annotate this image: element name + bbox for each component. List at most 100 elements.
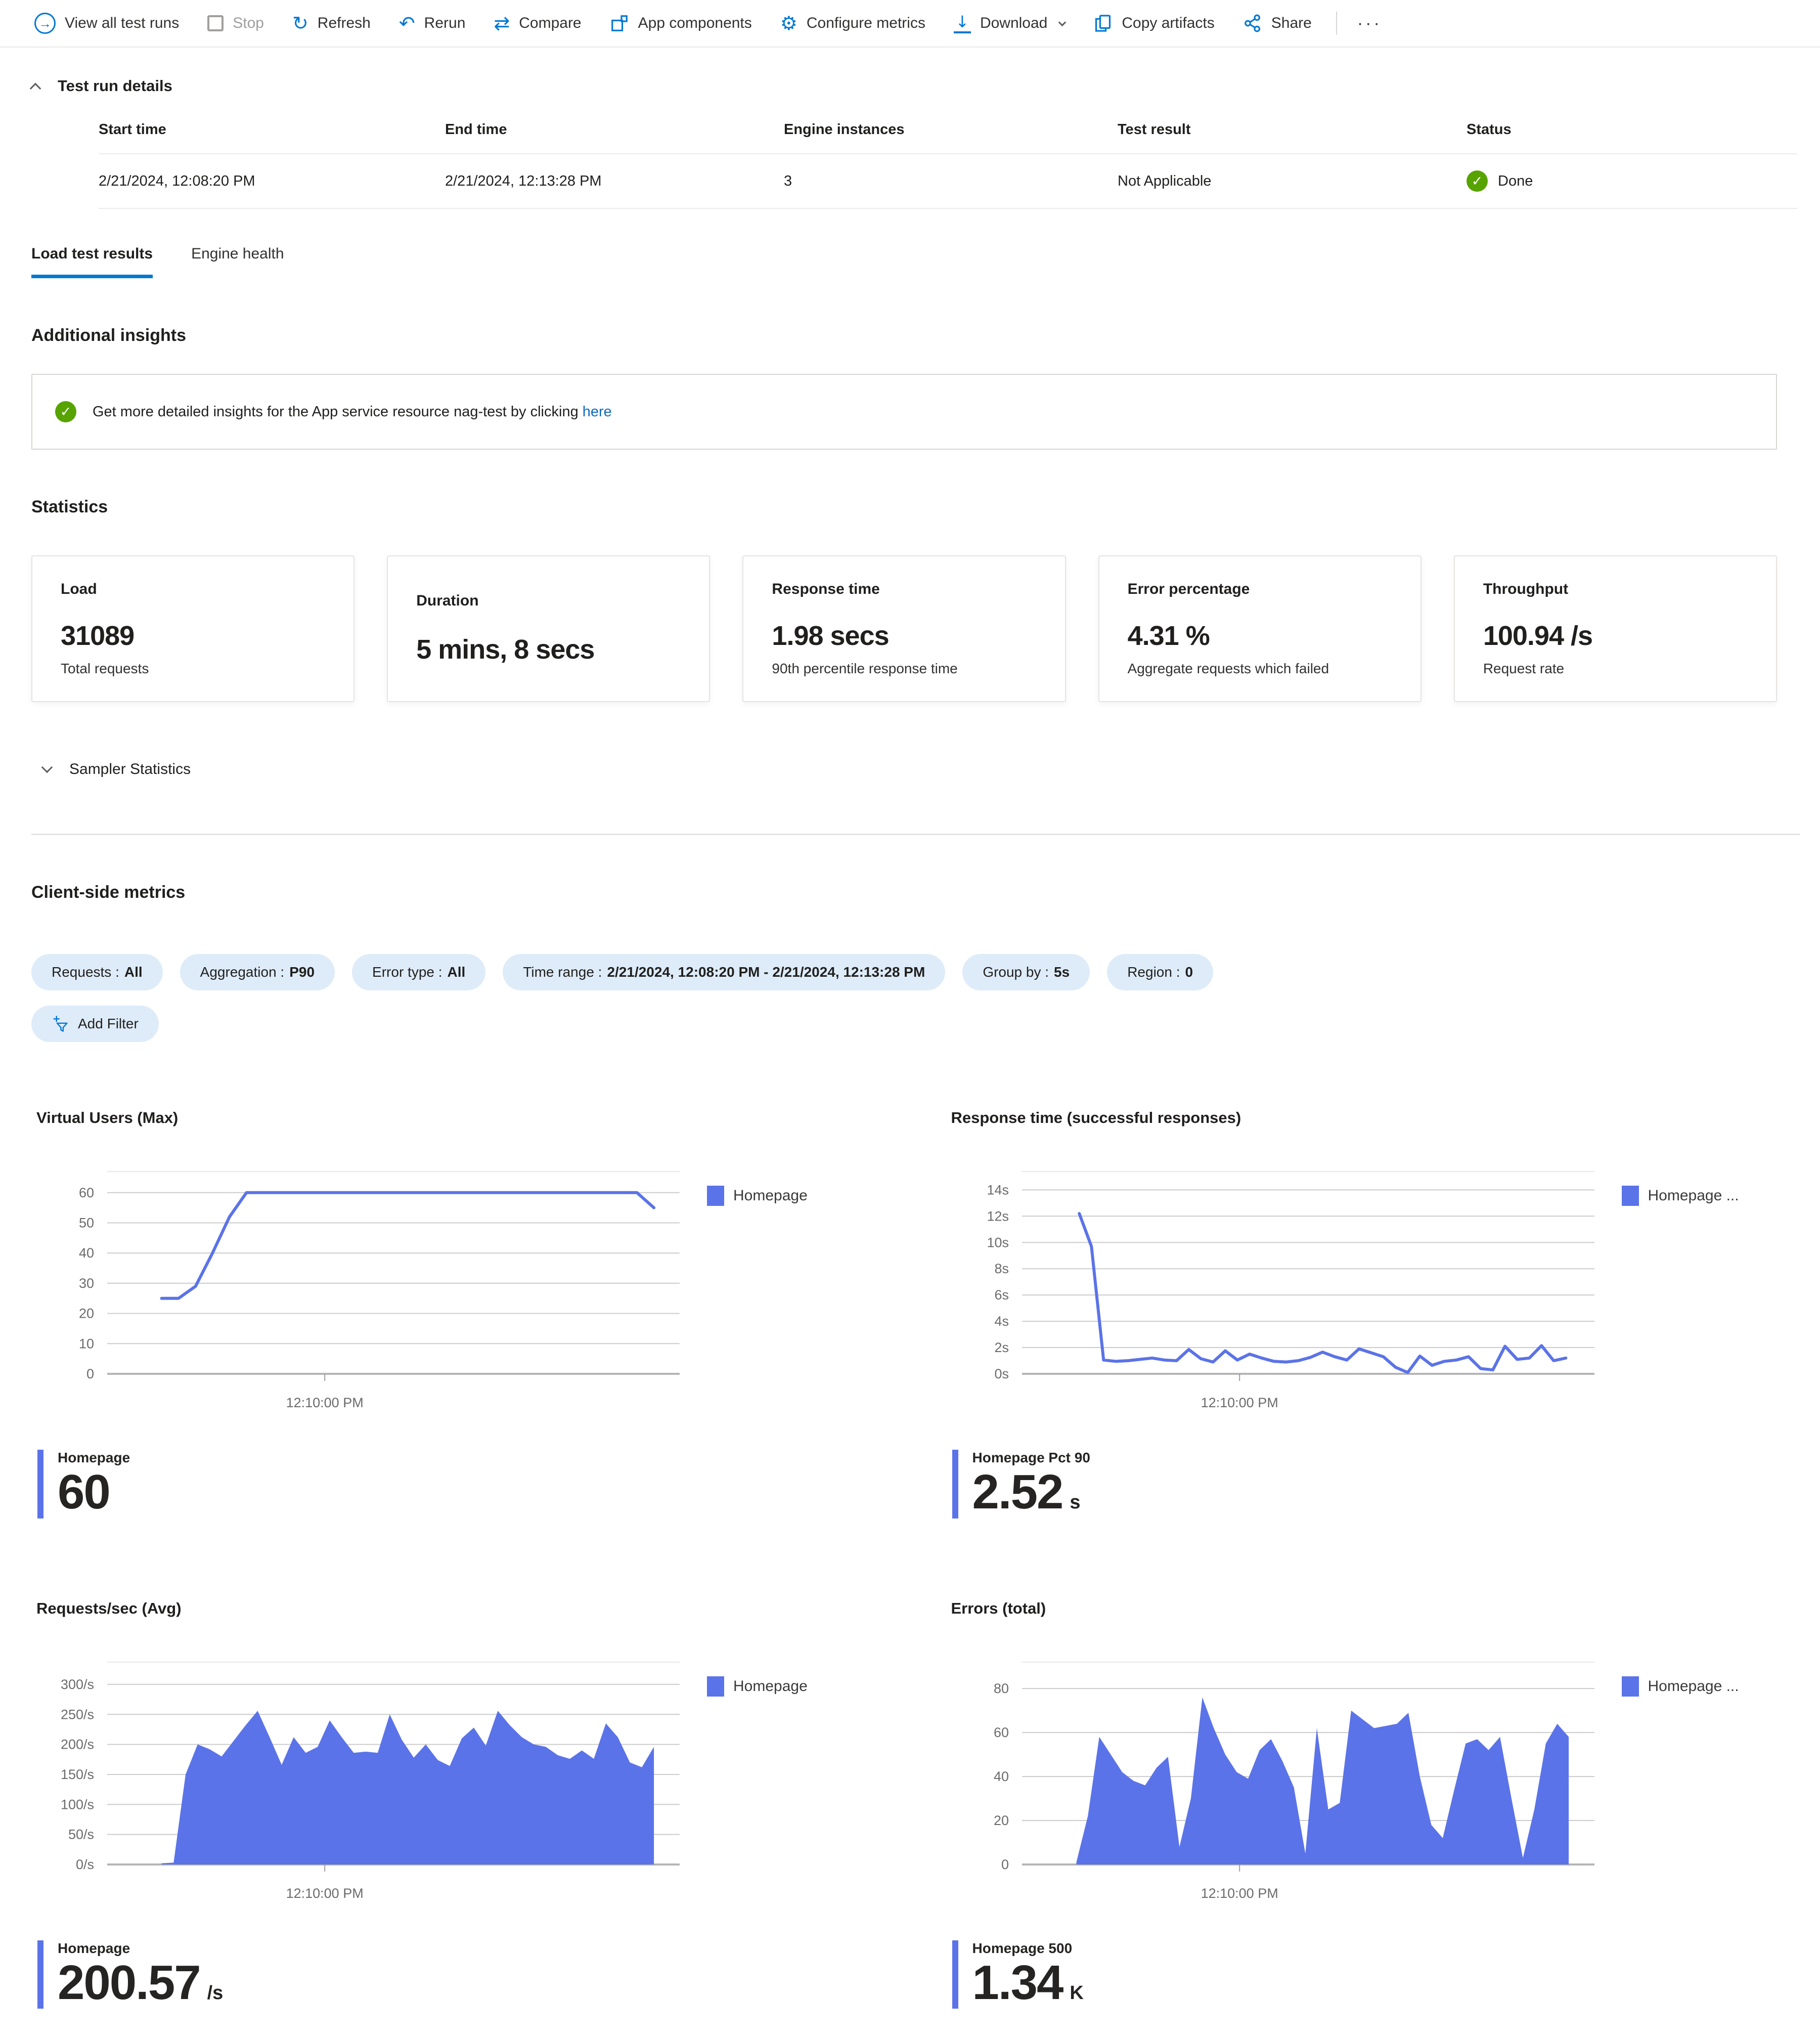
rerun-button[interactable]: ↶ Rerun bbox=[385, 14, 480, 33]
response-time-plot: 0s 2s 4s 6s 8s 10s 12s 14s 12:10:00 PM bbox=[987, 1171, 1594, 1410]
chart-summary: Homepage 500 1.34 K bbox=[952, 1940, 1790, 2009]
legend-label: Homepage bbox=[733, 1187, 808, 1204]
svg-text:60: 60 bbox=[79, 1185, 94, 1200]
card-title: Load bbox=[61, 581, 97, 597]
compare-button[interactable]: ⇄ Compare bbox=[479, 14, 595, 33]
app-components-label: App components bbox=[638, 15, 752, 31]
stop-label: Stop bbox=[233, 15, 264, 31]
svg-text:0: 0 bbox=[86, 1366, 94, 1381]
tab-load-test-results[interactable]: Load test results bbox=[31, 245, 153, 278]
filter-group-by[interactable]: Group by :5s bbox=[962, 954, 1090, 990]
share-label: Share bbox=[1271, 15, 1312, 31]
test-run-details-toggle[interactable]: Test run details bbox=[29, 77, 1820, 95]
check-circle-icon: ✓ bbox=[1467, 170, 1488, 192]
copy-artifacts-button[interactable]: Copy artifacts bbox=[1079, 14, 1228, 33]
svg-text:0/s: 0/s bbox=[76, 1857, 94, 1872]
view-all-test-runs-label: View all test runs bbox=[65, 15, 180, 31]
chevron-up-icon bbox=[29, 82, 41, 95]
svg-text:10s: 10s bbox=[987, 1235, 1009, 1250]
svg-text:12:10:00 PM: 12:10:00 PM bbox=[1201, 1395, 1278, 1410]
summary-accent-bar bbox=[952, 1450, 958, 1519]
svg-text:300/s: 300/s bbox=[61, 1677, 94, 1692]
chart-requests-per-sec: Requests/sec (Avg) 0/s 50/s 100/s 150/s 200/… bbox=[31, 1599, 875, 2009]
summary-accent-bar bbox=[952, 1940, 958, 2009]
refresh-label: Refresh bbox=[317, 15, 371, 31]
card-title: Error percentage bbox=[1127, 581, 1250, 597]
card-value: 31089 bbox=[61, 621, 135, 651]
stop-icon bbox=[207, 15, 224, 31]
compare-label: Compare bbox=[519, 15, 582, 31]
client-side-metrics-heading: Client-side metrics bbox=[31, 883, 186, 902]
chart-summary: Homepage 60 bbox=[37, 1450, 875, 1519]
chart-response-time: Response time (successful responses) 0s 2… bbox=[946, 1109, 1790, 1519]
svg-text:20: 20 bbox=[79, 1306, 94, 1321]
rerun-label: Rerun bbox=[424, 15, 466, 31]
svg-text:12:10:00 PM: 12:10:00 PM bbox=[286, 1395, 364, 1410]
card-title: Response time bbox=[772, 581, 880, 597]
card-caption: Aggregate requests which failed bbox=[1127, 661, 1329, 676]
chart-legend: Homepage bbox=[707, 1676, 808, 1697]
test-run-table: Start time End time Engine instances Tes… bbox=[99, 121, 1797, 209]
configure-metrics-label: Configure metrics bbox=[806, 15, 925, 31]
copy-icon bbox=[1095, 15, 1111, 32]
col-test-result: Test result bbox=[1118, 121, 1191, 138]
view-all-test-runs-button[interactable]: → View all test runs bbox=[20, 13, 193, 34]
col-end-time: End time bbox=[445, 121, 507, 138]
add-filter-button[interactable]: Add Filter bbox=[31, 1006, 159, 1042]
add-filter-icon bbox=[53, 1016, 68, 1032]
insight-message: Get more detailed insights for the App s… bbox=[93, 403, 612, 420]
legend-swatch bbox=[707, 1676, 724, 1697]
svg-text:60: 60 bbox=[993, 1725, 1008, 1740]
tab-engine-health[interactable]: Engine health bbox=[191, 245, 284, 262]
tab-bar: Load test results Engine health bbox=[31, 245, 1820, 278]
more-options-button[interactable]: ··· bbox=[1357, 13, 1382, 33]
app-components-button[interactable]: App components bbox=[596, 14, 766, 33]
app-components-icon bbox=[611, 15, 628, 31]
card-value: 5 mins, 8 secs bbox=[416, 634, 595, 665]
stop-button[interactable]: Stop bbox=[193, 15, 278, 32]
insight-here-link[interactable]: here bbox=[582, 403, 612, 420]
test-run-details-label: Test run details bbox=[58, 77, 172, 95]
legend-swatch bbox=[707, 1186, 724, 1206]
svg-text:14s: 14s bbox=[987, 1182, 1009, 1197]
svg-text:12:10:00 PM: 12:10:00 PM bbox=[1201, 1886, 1278, 1901]
table-header-row: Start time End time Engine instances Tes… bbox=[99, 121, 1797, 153]
card-caption: Total requests bbox=[61, 661, 149, 676]
col-engine-instances: Engine instances bbox=[784, 121, 905, 138]
card-title: Throughput bbox=[1483, 581, 1569, 597]
statistics-cards: Load 31089 Total requests Duration 5 min… bbox=[31, 555, 1778, 702]
configure-metrics-button[interactable]: ⚙ Configure metrics bbox=[766, 14, 940, 33]
refresh-button[interactable]: ↻ Refresh bbox=[278, 14, 385, 33]
gear-icon: ⚙ bbox=[780, 12, 797, 34]
charts-grid: Virtual Users (Max) 0 10 20 30 40 50 60 12:10:0… bbox=[31, 1109, 1790, 2009]
svg-text:250/s: 250/s bbox=[61, 1707, 94, 1722]
filter-time-range[interactable]: Time range :2/21/2024, 12:08:20 PM - 2/2… bbox=[503, 954, 946, 990]
share-icon bbox=[1244, 14, 1260, 32]
cell-engine-instances: 3 bbox=[784, 172, 792, 189]
refresh-icon: ↻ bbox=[292, 12, 308, 34]
filter-error-type[interactable]: Error type : All bbox=[352, 954, 486, 990]
download-button[interactable]: ↓ Download bbox=[940, 14, 1079, 33]
svg-text:10: 10 bbox=[79, 1336, 94, 1351]
chart-legend: Homepage bbox=[707, 1186, 808, 1206]
share-button[interactable]: Share bbox=[1229, 14, 1326, 33]
filter-aggregation[interactable]: Aggregation : P90 bbox=[180, 954, 335, 990]
section-divider bbox=[31, 834, 1800, 835]
filter-requests[interactable]: Requests : All bbox=[31, 954, 163, 990]
status-badge: Done bbox=[1498, 172, 1533, 189]
chart-legend: Homepage ... bbox=[1621, 1676, 1739, 1697]
legend-swatch bbox=[1621, 1186, 1639, 1206]
chart-title: Errors (total) bbox=[951, 1599, 1046, 1617]
toolbar: → View all test runs Stop ↻ Refresh ↶ Re… bbox=[0, 0, 1820, 48]
toolbar-divider bbox=[1336, 12, 1337, 35]
check-circle-icon: ✓ bbox=[55, 401, 76, 422]
sampler-statistics-toggle[interactable]: Sampler Statistics bbox=[41, 761, 1820, 778]
cell-test-result: Not Applicable bbox=[1118, 172, 1212, 189]
virtual-users-plot: 0 10 20 30 40 50 60 12:10:00 PM bbox=[79, 1171, 680, 1410]
svg-text:80: 80 bbox=[993, 1681, 1008, 1696]
svg-text:40: 40 bbox=[993, 1769, 1008, 1784]
chart-virtual-users: Virtual Users (Max) 0 10 20 30 40 50 60 12:10:0… bbox=[31, 1109, 875, 1519]
additional-insights-heading: Additional insights bbox=[31, 326, 186, 345]
insight-banner: ✓ Get more detailed insights for the App… bbox=[31, 374, 1777, 450]
filter-region[interactable]: Region :0 bbox=[1107, 954, 1214, 990]
